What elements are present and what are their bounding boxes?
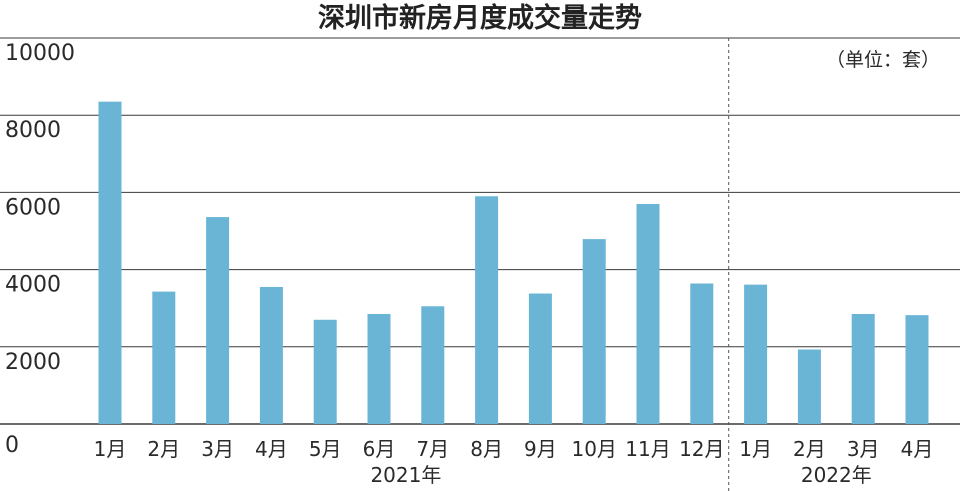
x-tick-label: 11月 [625, 437, 670, 461]
bar [636, 203, 660, 424]
x-tick-label: 1月 [739, 437, 772, 461]
year-label: 2021年 [370, 463, 441, 487]
x-tick-label: 1月 [94, 437, 127, 461]
y-tick-label: 2000 [5, 350, 61, 375]
y-tick-label: 6000 [5, 195, 61, 220]
bar [259, 286, 283, 424]
x-tick-label: 3月 [847, 437, 880, 461]
bar [582, 239, 606, 424]
bar [98, 101, 122, 424]
x-tick-label: 6月 [363, 437, 396, 461]
x-axis-ticks: 1月 2月 3月 4月 5月 6月 7月 8月 9月 10月 11月 12月 1月 2月 3月 4月 [94, 437, 934, 461]
x-tick-label: 8月 [470, 437, 503, 461]
x-tick-label: 3月 [201, 437, 234, 461]
x-tick-label: 9月 [524, 437, 557, 461]
x-tick-label: 2月 [147, 437, 180, 461]
bars [98, 101, 929, 424]
chart-title: 深圳市新房月度成交量走势 [318, 2, 642, 34]
unit-label: （单位：套） [826, 49, 940, 71]
bar [475, 196, 499, 424]
y-tick-label: 4000 [5, 273, 61, 298]
bar [797, 349, 821, 424]
bar [206, 217, 230, 424]
bar [152, 291, 176, 424]
y-axis-ticks: 0 2000 4000 6000 8000 10000 [5, 41, 75, 458]
x-tick-label: 4月 [901, 437, 934, 461]
bar [528, 293, 552, 424]
x-tick-label: 12月 [679, 437, 724, 461]
y-tick-label: 10000 [5, 41, 75, 66]
bar [367, 313, 391, 424]
x-tick-label: 5月 [309, 437, 342, 461]
year-labels: 2021年 2022年 [370, 463, 871, 487]
x-tick-label: 10月 [571, 437, 616, 461]
bar [313, 319, 337, 424]
bar [851, 313, 875, 424]
bar [690, 283, 714, 424]
y-tick-label: 8000 [5, 118, 61, 143]
y-tick-label: 0 [5, 433, 19, 458]
bar [744, 284, 768, 424]
x-tick-label: 7月 [416, 437, 449, 461]
bar [905, 315, 929, 424]
bar [421, 306, 445, 424]
x-tick-label: 2月 [793, 437, 826, 461]
x-tick-label: 4月 [255, 437, 288, 461]
year-label: 2022年 [801, 463, 872, 487]
